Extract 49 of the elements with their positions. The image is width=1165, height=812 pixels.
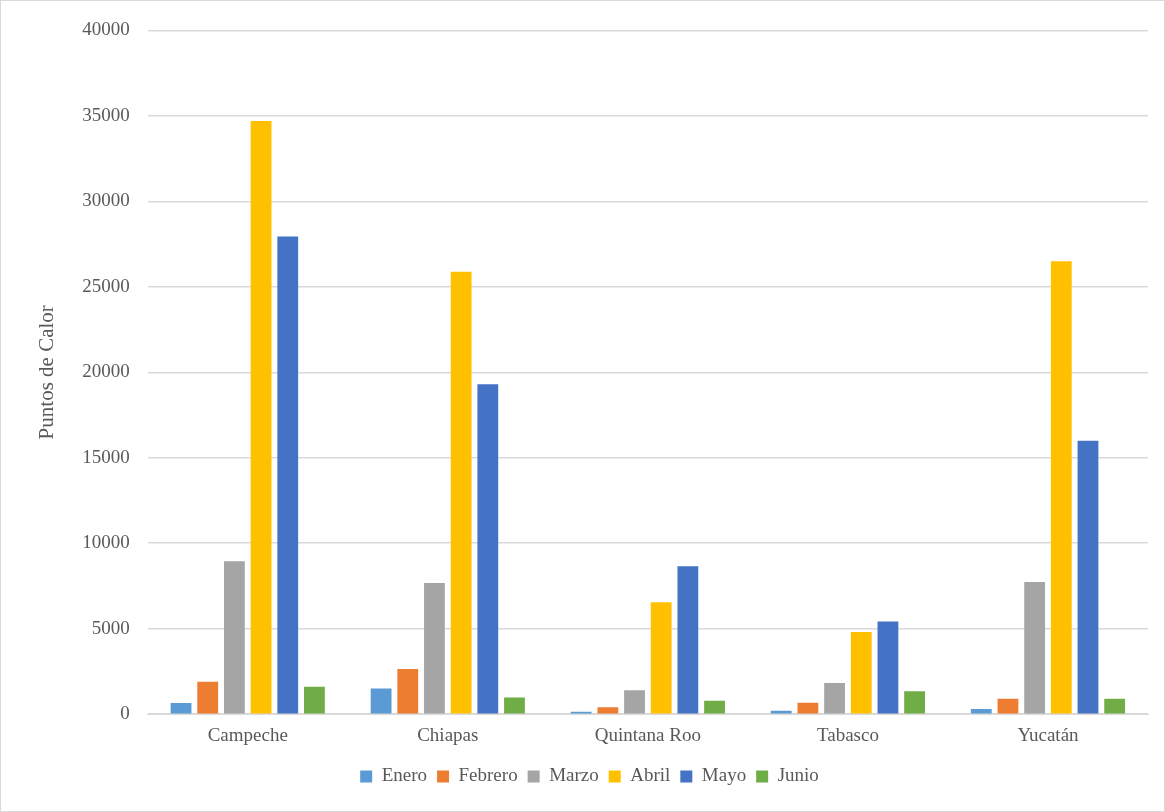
- bar: [304, 686, 325, 714]
- legend-label: Junio: [777, 764, 819, 786]
- bar: [504, 697, 525, 714]
- bar: [370, 688, 392, 714]
- legend-label: Marzo: [549, 764, 599, 786]
- bar: [850, 631, 872, 714]
- legend-label: Abril: [630, 764, 671, 786]
- x-tick-label: Quintana Roo: [594, 723, 701, 745]
- y-tick-label: 40000: [82, 18, 130, 40]
- bar: [704, 700, 725, 714]
- y-tick-label: 25000: [82, 274, 130, 296]
- y-axis-title: Puntos de Calor: [34, 305, 59, 440]
- x-tick-label: Tabasco: [816, 723, 879, 745]
- legend-label: Enero: [381, 764, 428, 786]
- bar: [450, 271, 472, 714]
- bar: [1104, 698, 1126, 714]
- bar: [970, 709, 992, 714]
- bar: [477, 384, 499, 714]
- bar: [1077, 440, 1099, 714]
- bar: [170, 703, 192, 714]
- bar: [797, 702, 819, 714]
- bar: [250, 121, 272, 714]
- y-tick-label: 5000: [91, 616, 130, 638]
- bar: [997, 698, 1019, 714]
- bar: [597, 707, 619, 714]
- y-tick-label: 35000: [82, 103, 130, 125]
- bar: [650, 602, 672, 714]
- bar: [624, 690, 645, 714]
- bar: [223, 561, 245, 714]
- bar: [197, 681, 219, 714]
- y-tick-label: 10000: [82, 531, 130, 553]
- x-tick-label: Yucatán: [1017, 723, 1080, 745]
- bar: [424, 583, 445, 714]
- bar: [397, 668, 419, 714]
- y-tick-label: 30000: [82, 189, 130, 211]
- bar: [824, 682, 845, 714]
- bar: [1024, 582, 1046, 714]
- legend-label: Mayo: [701, 764, 747, 786]
- y-tick-label: 0: [120, 702, 130, 724]
- y-tick-label: 15000: [82, 445, 130, 467]
- bar: [904, 691, 925, 714]
- y-tick-label: 20000: [82, 360, 130, 382]
- x-tick-label: Chiapas: [417, 723, 479, 745]
- legend-label: Febrero: [458, 764, 518, 786]
- bar: [1050, 261, 1072, 714]
- bar: [277, 236, 299, 714]
- bar: [677, 566, 699, 714]
- x-tick-label: Campeche: [207, 723, 288, 745]
- bar: [877, 621, 899, 714]
